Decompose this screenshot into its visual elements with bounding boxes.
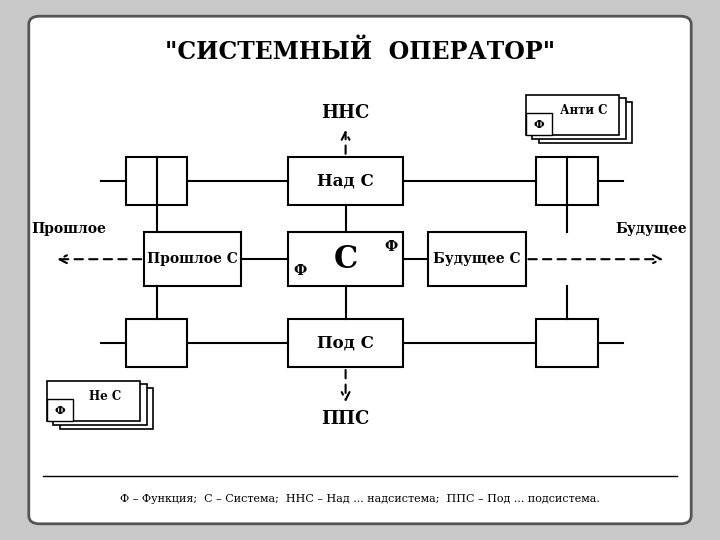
Text: Ф: Ф (294, 264, 307, 278)
Bar (288, 157, 403, 205)
Text: Прошлое С: Прошлое С (147, 252, 238, 266)
Bar (526, 94, 619, 135)
Text: Ф: Ф (534, 119, 544, 130)
Bar (60, 388, 153, 429)
Text: С: С (333, 244, 358, 275)
Bar (532, 98, 626, 139)
Bar (539, 102, 632, 143)
Bar (428, 232, 526, 286)
Text: Ф: Ф (55, 405, 66, 416)
Text: Над С: Над С (318, 172, 374, 190)
Text: ННС: ННС (321, 104, 370, 123)
Bar (536, 157, 598, 205)
Bar (126, 319, 187, 367)
Text: Не С: Не С (89, 390, 121, 403)
Text: Прошлое: Прошлое (31, 222, 106, 237)
Text: Будущее С: Будущее С (433, 252, 521, 266)
FancyBboxPatch shape (29, 16, 691, 524)
Text: Под С: Под С (318, 334, 374, 352)
Bar (526, 113, 552, 135)
Text: Анти С: Анти С (560, 104, 608, 117)
Bar (53, 384, 147, 425)
Bar (47, 399, 73, 421)
Text: Ф: Ф (384, 240, 397, 254)
Bar (288, 319, 403, 367)
Text: Ф – Функция;  С – Система;  ННС – Над ... надсистема;  ППС – Под ... подсистема.: Ф – Функция; С – Система; ННС – Над ... … (120, 495, 600, 504)
Bar (47, 381, 140, 421)
Text: "СИСТЕМНЫЙ  ОПЕРАТОР": "СИСТЕМНЫЙ ОПЕРАТОР" (165, 39, 555, 64)
Bar (144, 232, 241, 286)
Bar (288, 232, 403, 286)
Bar (536, 319, 598, 367)
Text: Будущее: Будущее (616, 222, 688, 237)
Bar (126, 157, 187, 205)
Text: ППС: ППС (321, 409, 370, 428)
